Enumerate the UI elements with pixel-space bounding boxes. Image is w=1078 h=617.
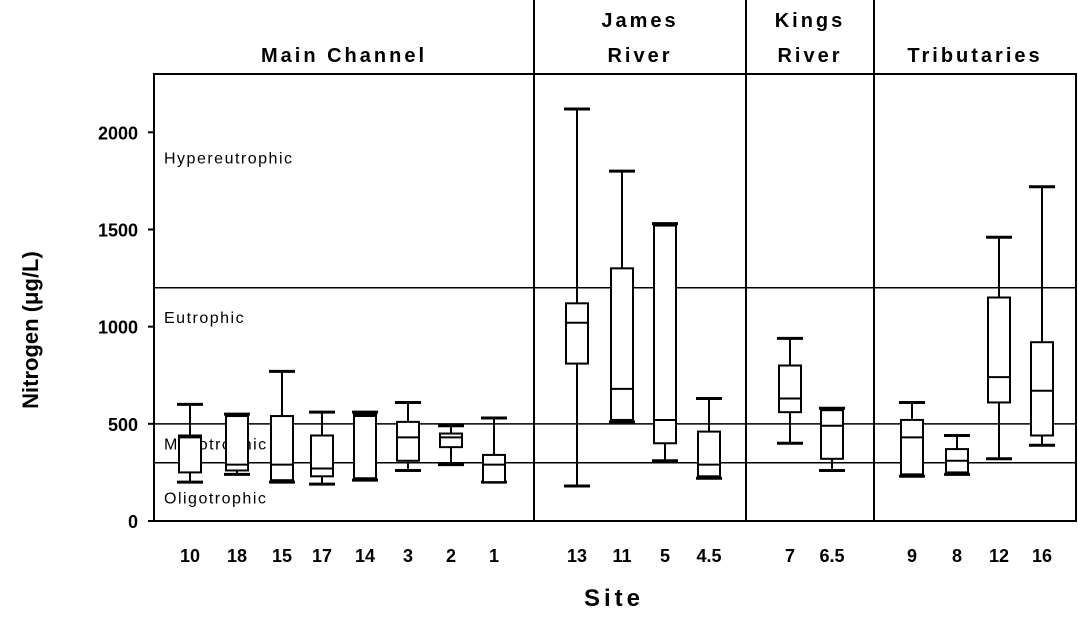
iqr-box [353,413,377,480]
iqr-box [610,267,634,421]
site-label: 18 [227,546,247,566]
y-tick-label: 500 [108,415,138,435]
iqr-box [697,430,721,478]
iqr-box [820,409,844,460]
y-tick-label: 1000 [98,318,138,338]
site-label: 15 [272,546,292,566]
boxplot-site-13 [564,107,590,488]
boxplot-site-14 [352,410,378,482]
site-label: 3 [403,546,413,566]
y-axis-title: Nitrogen (μg/L) [18,251,43,409]
trophic-zone-label: Eutrophic [164,310,245,327]
group-title: River [777,45,842,67]
iqr-box [900,418,924,476]
group-title: Kings [775,10,846,32]
site-label: 12 [989,546,1009,566]
boxplot-site-15 [269,369,295,484]
group-title: James [601,10,678,32]
boxplot-site-17 [309,410,335,486]
site-label: 13 [567,546,587,566]
boxplot-site-3 [395,400,421,472]
boxplot-site-6.5 [819,406,845,472]
iqr-box [178,434,202,474]
group-title: Main Channel [261,45,427,67]
trophic-zone-label: Oligotrophic [164,491,267,508]
boxplot-site-7 [777,336,803,445]
site-label: 4.5 [696,546,721,566]
iqr-box [482,453,506,484]
y-tick-label: 0 [128,512,138,532]
site-label: 14 [355,546,375,566]
boxplot-site-16 [1029,185,1055,447]
boxplot-site-1 [481,416,507,484]
boxplot-site-9 [899,400,925,478]
boxplot-site-11 [609,169,635,424]
site-label: 8 [952,546,962,566]
iqr-box [653,224,677,445]
site-label: 16 [1032,546,1052,566]
site-label: 1 [489,546,499,566]
group-title: River [607,45,672,67]
x-axis-title: Site [584,585,644,612]
y-tick-label: 1500 [98,220,138,240]
site-label: 9 [907,546,917,566]
iqr-box [439,432,463,449]
plot-frame [153,73,1077,522]
site-label: 7 [785,546,795,566]
iqr-box [987,296,1011,404]
site-label: 6.5 [819,546,844,566]
iqr-box [396,420,420,462]
iqr-box [1030,341,1054,437]
group-title: Tributaries [907,45,1042,67]
site-label: 11 [612,546,631,566]
y-tick-label: 2000 [98,123,138,143]
iqr-box [225,415,249,472]
site-label: 5 [660,546,670,566]
site-label: 2 [446,546,456,566]
boxplot-site-2 [438,424,464,467]
boxplot-site-4.5 [696,397,722,480]
iqr-box [565,302,589,365]
iqr-box [778,364,802,414]
boxplot-site-12 [986,235,1012,461]
boxplot-site-5 [652,222,678,463]
boxplot-site-10 [177,402,203,484]
trophic-zone-label: Hypereutrophic [164,151,294,168]
site-label: 10 [180,546,200,566]
iqr-box [270,415,294,482]
boxplot-site-8 [944,433,970,476]
boxplot-site-18 [224,412,250,476]
iqr-box [310,434,334,478]
site-label: 17 [312,546,332,566]
